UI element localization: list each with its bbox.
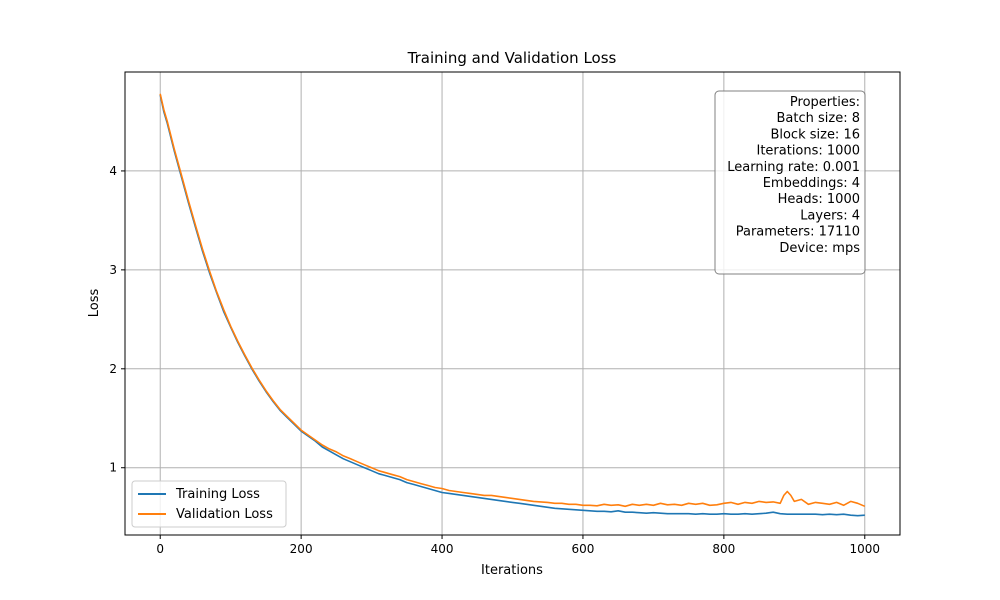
legend-frame (131, 480, 287, 528)
y-tick-label: 4 (109, 164, 117, 178)
properties-line: Heads: 1000 (778, 192, 860, 207)
series-line-validation-loss (159, 93, 866, 508)
properties-box-frame (714, 90, 866, 275)
properties-line: Block size: 16 (770, 127, 860, 142)
properties-line: Device: mps (779, 241, 860, 256)
properties-line: Learning rate: 0.001 (727, 160, 860, 175)
x-tick-label: 400 (431, 542, 454, 556)
legend: Training Loss Validation Loss (131, 480, 287, 528)
axis-ticks: 0 200 400 600 800 1000 1 2 3 4 (109, 164, 880, 556)
properties-line: Properties: (790, 95, 860, 110)
y-tick-label: 1 (109, 461, 117, 475)
legend-entries: Training Loss Validation Loss (138, 487, 273, 522)
properties-line: Batch size: 8 (777, 111, 861, 126)
properties-line: Parameters: 17110 (736, 225, 860, 240)
properties-line: Iterations: 1000 (756, 144, 860, 159)
y-axis-label: Loss (87, 289, 102, 318)
x-tick-label: 0 (156, 542, 164, 556)
x-tick-label: 800 (712, 542, 735, 556)
y-tick-label: 2 (109, 362, 117, 376)
series-lines (159, 93, 866, 517)
chart-title: Training and Validation Loss (407, 49, 617, 67)
x-tick-label: 600 (572, 542, 595, 556)
x-axis-label: Iterations (481, 563, 543, 578)
properties-line: Layers: 4 (800, 208, 860, 223)
legend-label: Validation Loss (176, 507, 273, 522)
plot-area-frame (124, 71, 901, 536)
x-tick-label: 200 (290, 542, 313, 556)
properties-line: Embeddings: 4 (763, 176, 860, 191)
y-tick-label: 3 (109, 263, 117, 277)
x-tick-label: 1000 (849, 542, 880, 556)
legend-label: Training Loss (175, 487, 260, 502)
